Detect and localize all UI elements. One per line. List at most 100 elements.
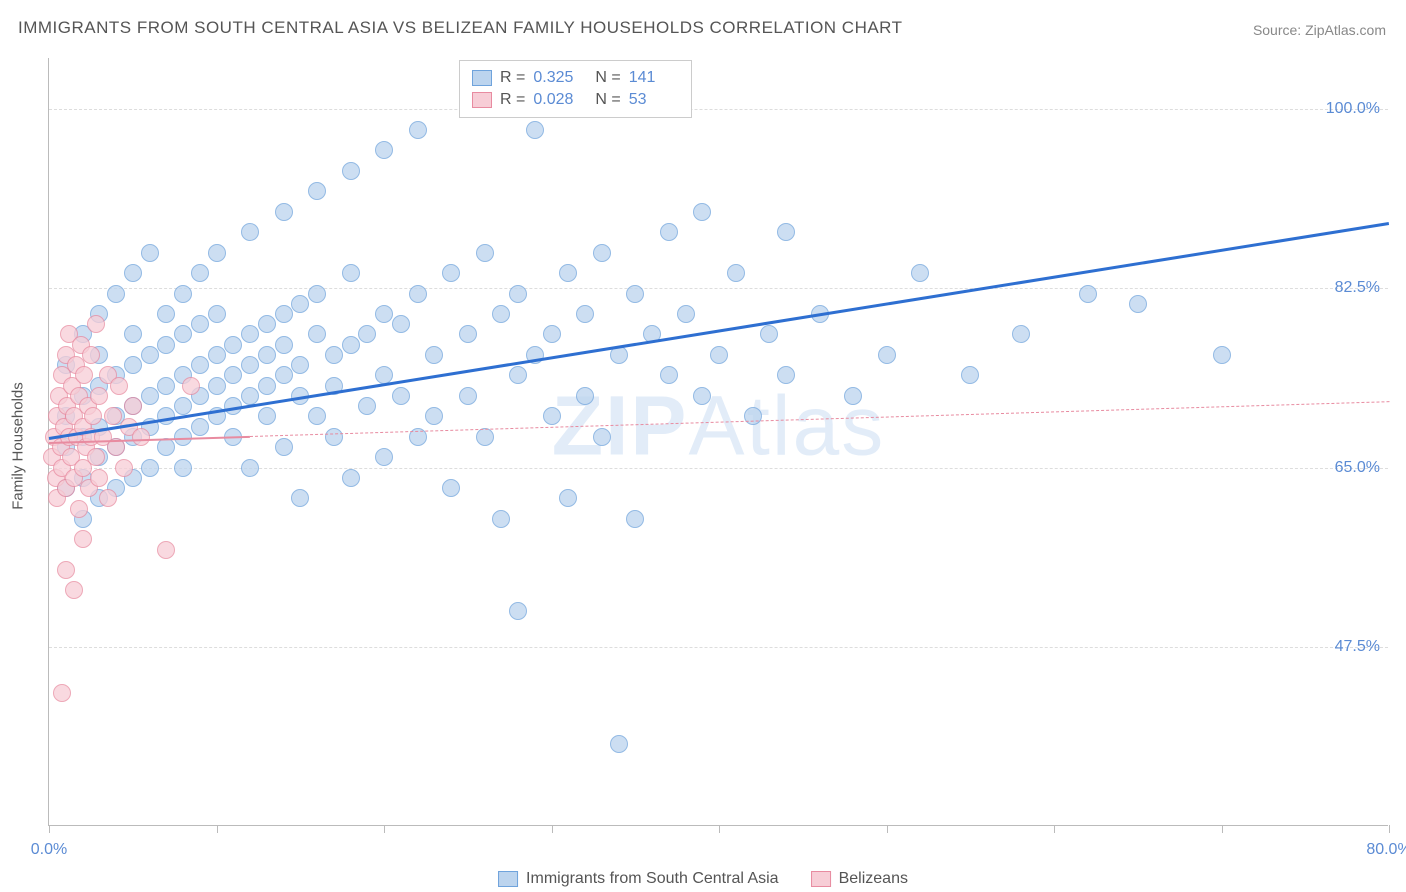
scatter-point	[626, 510, 644, 528]
scatter-point	[275, 366, 293, 384]
scatter-point	[241, 387, 259, 405]
scatter-point	[110, 377, 128, 395]
legend-n-value: 141	[629, 67, 679, 89]
y-tick-label: 65.0%	[1335, 459, 1380, 477]
scatter-point	[593, 244, 611, 262]
scatter-point	[342, 336, 360, 354]
scatter-point	[115, 459, 133, 477]
scatter-point	[1079, 285, 1097, 303]
scatter-point	[911, 264, 929, 282]
scatter-point	[124, 264, 142, 282]
scatter-point	[90, 469, 108, 487]
scatter-point	[75, 366, 93, 384]
scatter-point	[342, 469, 360, 487]
scatter-point	[543, 325, 561, 343]
scatter-point	[208, 244, 226, 262]
legend-stats-row: R = 0.325 N = 141	[472, 67, 679, 89]
scatter-point	[208, 305, 226, 323]
scatter-point	[677, 305, 695, 323]
scatter-point	[174, 285, 192, 303]
scatter-point	[157, 438, 175, 456]
scatter-point	[660, 223, 678, 241]
scatter-point	[509, 602, 527, 620]
scatter-point	[141, 387, 159, 405]
x-tick	[1389, 825, 1390, 833]
scatter-point	[1213, 346, 1231, 364]
x-tick	[49, 825, 50, 833]
scatter-point	[476, 244, 494, 262]
scatter-point	[710, 346, 728, 364]
bottom-legend-item: Belizeans	[811, 870, 908, 888]
scatter-point	[526, 121, 544, 139]
scatter-point	[191, 315, 209, 333]
scatter-point	[124, 325, 142, 343]
x-tick	[217, 825, 218, 833]
scatter-point	[961, 366, 979, 384]
scatter-point	[90, 387, 108, 405]
scatter-point	[492, 510, 510, 528]
scatter-point	[241, 356, 259, 374]
scatter-point	[141, 244, 159, 262]
scatter-point	[626, 285, 644, 303]
scatter-point	[182, 377, 200, 395]
scatter-point	[509, 366, 527, 384]
y-axis-label: Family Households	[10, 382, 27, 510]
scatter-point	[258, 315, 276, 333]
scatter-point	[157, 305, 175, 323]
scatter-point	[57, 561, 75, 579]
bottom-legend-item: Immigrants from South Central Asia	[498, 870, 779, 888]
gridline	[49, 109, 1388, 110]
legend-stats-box: R =0.325N =141R =0.028N =53	[459, 60, 692, 118]
scatter-point	[275, 336, 293, 354]
scatter-point	[576, 387, 594, 405]
x-tick	[719, 825, 720, 833]
scatter-point	[157, 377, 175, 395]
scatter-point	[191, 264, 209, 282]
scatter-point	[258, 407, 276, 425]
scatter-point	[325, 346, 343, 364]
legend-n-label: N =	[595, 89, 620, 111]
scatter-point	[660, 366, 678, 384]
legend-r-label: R =	[500, 67, 525, 89]
scatter-point	[392, 315, 410, 333]
legend-swatch	[472, 92, 492, 108]
scatter-point	[1129, 295, 1147, 313]
scatter-point	[459, 387, 477, 405]
scatter-point	[275, 203, 293, 221]
plot-area: 47.5%65.0%82.5%100.0%0.0%80.0%ZIPAtlasR …	[48, 58, 1388, 826]
scatter-point	[191, 356, 209, 374]
scatter-point	[208, 377, 226, 395]
scatter-point	[342, 162, 360, 180]
legend-r-value: 0.325	[533, 67, 583, 89]
scatter-point	[291, 489, 309, 507]
scatter-point	[53, 684, 71, 702]
bottom-legend-label: Immigrants from South Central Asia	[526, 870, 779, 888]
source-label: Source: ZipAtlas.com	[1253, 22, 1386, 38]
scatter-point	[610, 735, 628, 753]
x-tick	[384, 825, 385, 833]
scatter-point	[727, 264, 745, 282]
legend-n-label: N =	[595, 67, 620, 89]
legend-n-value: 53	[629, 89, 679, 111]
scatter-point	[74, 530, 92, 548]
scatter-point	[99, 489, 117, 507]
scatter-point	[174, 325, 192, 343]
scatter-point	[576, 305, 594, 323]
scatter-point	[358, 397, 376, 415]
scatter-point	[543, 407, 561, 425]
scatter-point	[509, 285, 527, 303]
scatter-point	[777, 223, 795, 241]
scatter-point	[224, 336, 242, 354]
scatter-point	[342, 264, 360, 282]
scatter-point	[258, 346, 276, 364]
scatter-point	[559, 489, 577, 507]
scatter-point	[878, 346, 896, 364]
scatter-point	[141, 459, 159, 477]
scatter-point	[241, 223, 259, 241]
chart-title: IMMIGRANTS FROM SOUTH CENTRAL ASIA VS BE…	[18, 18, 903, 38]
regression-line	[250, 401, 1389, 437]
scatter-point	[375, 305, 393, 323]
scatter-point	[191, 418, 209, 436]
scatter-point	[844, 387, 862, 405]
scatter-point	[70, 500, 88, 518]
